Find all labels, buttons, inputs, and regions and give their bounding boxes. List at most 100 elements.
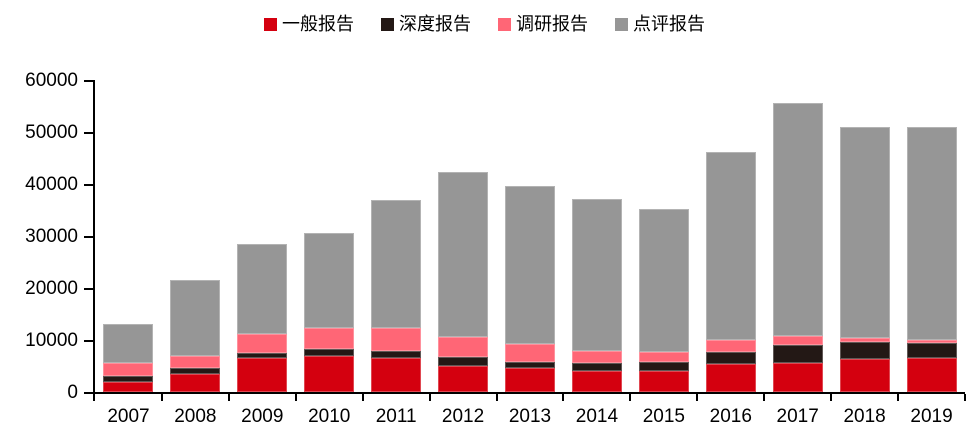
bar-2015-in-depth-report-segment xyxy=(638,362,689,372)
x-axis-tick-mark xyxy=(93,394,95,401)
bar-stack-2019 xyxy=(906,126,957,392)
bar-2009-general-report-segment xyxy=(237,358,288,392)
y-axis-tick-mark xyxy=(84,392,93,394)
bar-2017-survey-report-segment xyxy=(772,336,823,346)
legend-swatch-general-report xyxy=(264,17,277,31)
bar-stack-2016 xyxy=(705,151,756,392)
bar-2014-survey-report-segment xyxy=(571,351,622,364)
bar-2008-general-report-segment xyxy=(170,373,221,392)
bar-2013-commentary-report-segment xyxy=(504,185,555,344)
bar-2012-in-depth-report-segment xyxy=(438,357,489,366)
x-axis-label-2018: 2018 xyxy=(843,406,886,427)
legend-swatch-survey-report xyxy=(498,17,511,31)
x-axis-label-2009: 2009 xyxy=(241,406,284,427)
bar-2008-survey-report-segment xyxy=(170,356,221,368)
bar-2011-in-depth-report-segment xyxy=(371,350,422,358)
bar-2007 xyxy=(95,80,162,392)
bar-2014 xyxy=(563,80,630,392)
bar-2016 xyxy=(697,80,764,392)
bar-2008-commentary-report-segment xyxy=(170,280,221,357)
bar-stack-2011 xyxy=(371,199,422,392)
x-axis-label-2012: 2012 xyxy=(441,406,485,427)
bar-2019-general-report-segment xyxy=(906,358,957,392)
bar-2015 xyxy=(630,80,697,392)
bar-2012-commentary-report-segment xyxy=(438,172,489,338)
y-axis-tick-label-60000: 60000 xyxy=(25,70,78,91)
bar-2019-commentary-report-segment xyxy=(906,126,957,341)
bar-2012-general-report-segment xyxy=(438,366,489,392)
legend-item-in-depth-report: 深度报告 xyxy=(381,13,471,35)
x-axis-tick-mark xyxy=(763,394,766,401)
bar-stack-2010 xyxy=(304,233,355,392)
legend-swatch-commentary-report xyxy=(615,17,628,31)
bar-2015-general-report-segment xyxy=(638,371,689,392)
bar-2014-general-report-segment xyxy=(571,371,622,392)
bar-2019-survey-report-segment xyxy=(906,340,957,344)
bar-2007-survey-report-segment xyxy=(103,363,154,377)
y-axis-tick-label-50000: 50000 xyxy=(25,122,78,143)
bar-2007-in-depth-report-segment xyxy=(103,376,154,382)
bar-2017-commentary-report-segment xyxy=(772,102,823,337)
bar-2016-commentary-report-segment xyxy=(705,151,756,340)
bar-2016-in-depth-report-segment xyxy=(705,351,756,364)
y-axis-tick-mark xyxy=(84,132,93,134)
bar-2016-general-report-segment xyxy=(705,363,756,392)
bar-2011-commentary-report-segment xyxy=(371,199,422,329)
bar-stack-2009 xyxy=(237,244,288,392)
bar-2009-in-depth-report-segment xyxy=(237,353,288,359)
x-axis-tick-mark xyxy=(964,394,966,401)
x-axis-tick-mark xyxy=(830,394,833,401)
bar-2008-in-depth-report-segment xyxy=(170,367,221,374)
bar-2019-in-depth-report-segment xyxy=(906,343,957,359)
bar-2018-survey-report-segment xyxy=(839,337,890,343)
bar-2012 xyxy=(430,80,497,392)
y-axis-tick-label-30000: 30000 xyxy=(25,226,78,247)
y-axis-tick-mark xyxy=(84,340,93,342)
legend-label-in-depth-report: 深度报告 xyxy=(399,14,471,34)
x-axis-label-2011: 2011 xyxy=(375,406,417,427)
x-axis-label-2017: 2017 xyxy=(776,406,819,427)
x-axis-tick-mark xyxy=(428,394,431,401)
x-axis-label-2010: 2010 xyxy=(308,406,351,427)
legend-label-survey-report: 调研报告 xyxy=(516,14,588,34)
bar-2016-survey-report-segment xyxy=(705,339,756,352)
bar-2018 xyxy=(831,80,898,392)
chart-legend: 一般报告 深度报告 调研报告 点评报告 xyxy=(0,13,969,35)
x-axis-tick-mark xyxy=(562,394,565,401)
bar-2010-survey-report-segment xyxy=(304,327,355,350)
bar-2011-survey-report-segment xyxy=(371,328,422,351)
legend-item-general-report: 一般报告 xyxy=(264,13,354,35)
bar-2009-commentary-report-segment xyxy=(237,244,288,334)
bar-2007-commentary-report-segment xyxy=(103,324,154,364)
bar-2015-commentary-report-segment xyxy=(638,208,689,352)
bar-2014-in-depth-report-segment xyxy=(571,363,622,372)
x-axis-tick-mark xyxy=(294,394,297,401)
bar-2008 xyxy=(162,80,229,392)
x-axis-tick-mark xyxy=(160,394,163,401)
bar-2017-in-depth-report-segment xyxy=(772,345,823,363)
x-axis-label-2014: 2014 xyxy=(575,406,619,427)
x-axis-label-2019: 2019 xyxy=(910,406,953,427)
bar-2009-survey-report-segment xyxy=(237,333,288,354)
y-axis-tick-mark xyxy=(84,236,93,238)
bar-stack-2017 xyxy=(772,102,823,392)
bar-2012-survey-report-segment xyxy=(438,337,489,358)
x-axis-label-2008: 2008 xyxy=(174,406,217,427)
legend-item-survey-report: 调研报告 xyxy=(498,13,588,35)
bar-stack-2012 xyxy=(438,172,489,392)
bar-2011-general-report-segment xyxy=(371,357,422,392)
x-axis-label-2013: 2013 xyxy=(508,406,552,427)
bar-stack-2018 xyxy=(839,126,890,392)
bar-2010 xyxy=(296,80,363,392)
x-axis-label-2007: 2007 xyxy=(107,406,150,427)
bar-2013-in-depth-report-segment xyxy=(504,362,555,369)
y-axis-tick-label-20000: 20000 xyxy=(25,278,78,299)
bar-2007-general-report-segment xyxy=(103,381,154,392)
plot-area xyxy=(93,80,965,394)
bar-2009 xyxy=(229,80,296,392)
bar-2010-commentary-report-segment xyxy=(304,233,355,328)
x-axis-label-2016: 2016 xyxy=(709,406,752,427)
x-axis-tick-mark xyxy=(227,394,230,401)
y-axis-tick-label-0: 0 xyxy=(67,382,78,403)
